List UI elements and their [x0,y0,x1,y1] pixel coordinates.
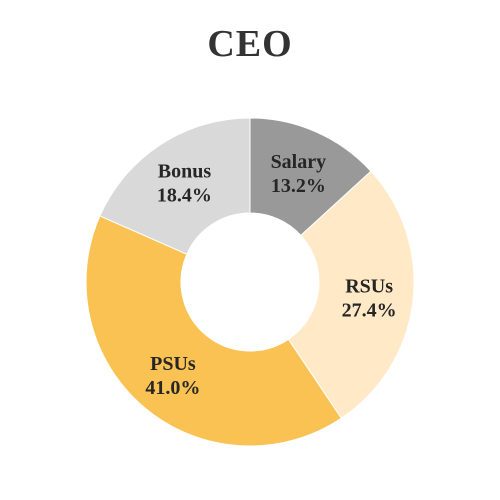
donut-slices [85,117,415,447]
chart-title: CEO [207,23,293,65]
slice-label-salary: Salary 13.2% [271,151,327,197]
slice-name-rsus: RSUs [345,275,393,297]
slice-name-bonus: Bonus [158,160,212,182]
slice-value-psus: 41.0% [145,377,200,399]
slice-name-psus: PSUs [150,353,196,375]
slice-label-bonus: Bonus 18.4% [157,160,212,206]
slice-rsus [287,170,415,419]
slice-name-salary: Salary [271,151,327,173]
slice-value-salary: 13.2% [271,175,326,197]
slice-bonus [99,117,251,255]
slice-value-bonus: 18.4% [157,184,212,206]
slice-label-rsus: RSUs 27.4% [342,275,397,321]
slice-value-rsus: 27.4% [342,299,397,321]
slice-label-psus: PSUs 41.0% [145,353,200,399]
donut-labels: Salary 13.2% RSUs 27.4% PSUs 41.0% Bonus 18.4% [145,151,396,399]
slice-psus [85,215,343,447]
